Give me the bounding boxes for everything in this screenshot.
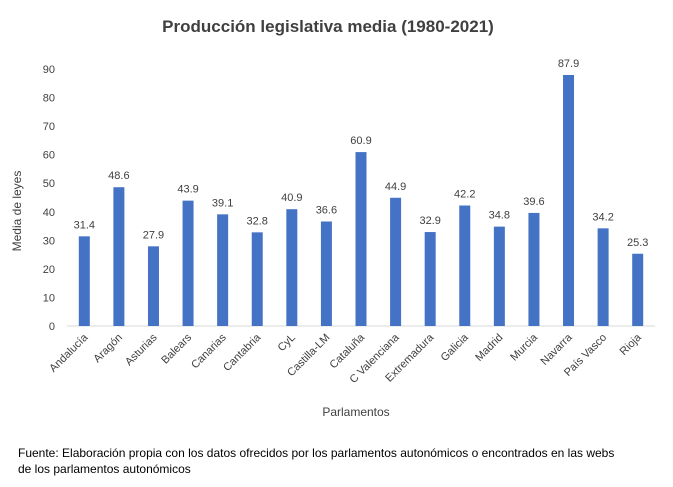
y-tick-label: 30 xyxy=(43,235,55,247)
data-label: 25.3 xyxy=(627,237,648,249)
bar xyxy=(493,226,505,326)
data-label: 40.9 xyxy=(281,192,302,204)
data-label: 60.9 xyxy=(350,135,371,147)
x-tick-label: Cantabria xyxy=(221,331,264,374)
bar xyxy=(320,221,332,326)
bar xyxy=(390,197,402,326)
data-label: 34.8 xyxy=(489,210,510,222)
data-label: 42.2 xyxy=(454,188,475,200)
x-tick-label: Aragón xyxy=(91,332,125,366)
data-label: 27.9 xyxy=(143,229,164,241)
bar xyxy=(78,236,90,326)
x-tick-label: Madrid xyxy=(473,332,505,364)
y-tick-label: 40 xyxy=(43,207,55,219)
bar xyxy=(251,232,263,326)
data-label: 39.1 xyxy=(212,197,233,209)
y-tick-label: 60 xyxy=(43,150,55,162)
x-axis-title: Parlamentos xyxy=(322,405,389,419)
bar xyxy=(113,187,125,326)
source-note: Fuente: Elaboración propia con los datos… xyxy=(18,446,615,476)
x-tick-label: CyL xyxy=(276,332,298,354)
x-tick-label: Galicia xyxy=(439,331,472,364)
bar xyxy=(563,74,575,326)
y-tick-label: 50 xyxy=(43,178,55,190)
data-label: 48.6 xyxy=(108,170,129,182)
data-label: 87.9 xyxy=(558,58,579,70)
bar xyxy=(528,212,540,326)
x-tick-label: Andalucía xyxy=(47,331,91,375)
data-label: 32.8 xyxy=(247,215,268,227)
bar xyxy=(147,246,159,326)
data-label: 34.2 xyxy=(592,211,613,223)
x-tick-label: Murcia xyxy=(508,331,540,363)
bar xyxy=(182,200,194,326)
bar xyxy=(286,209,298,326)
y-tick-label: 90 xyxy=(43,64,55,76)
data-label: 39.6 xyxy=(523,196,544,208)
bar xyxy=(217,214,229,326)
bar xyxy=(459,205,471,326)
bar-chart: Producción legislativa media (1980-2021)… xyxy=(10,17,655,419)
bar xyxy=(632,253,644,326)
data-label: 43.9 xyxy=(177,184,198,196)
bar xyxy=(355,152,367,326)
x-tick-label: Rioja xyxy=(618,331,645,358)
bars xyxy=(78,74,644,326)
x-tick-label: Asturias xyxy=(123,331,160,368)
y-tick-label: 20 xyxy=(43,264,55,276)
y-tick-label: 70 xyxy=(43,121,55,133)
y-axis: 0 10 20 30 40 50 60 70 80 90 xyxy=(43,64,55,333)
data-label: 32.9 xyxy=(419,215,440,227)
data-label: 31.4 xyxy=(74,219,95,231)
data-label: 36.6 xyxy=(316,204,337,216)
y-axis-title: Media de leyes xyxy=(10,171,24,252)
y-tick-label: 80 xyxy=(43,93,55,105)
chart-title: Producción legislativa media (1980-2021) xyxy=(162,17,494,36)
data-labels: 31.4 48.6 27.9 43.9 39.1 32.8 40.9 36.6 60.9 44.9… xyxy=(74,58,649,249)
y-tick-label: 10 xyxy=(43,292,55,304)
y-tick-label: 0 xyxy=(49,321,55,333)
bar xyxy=(597,228,609,326)
bar xyxy=(424,232,436,326)
data-label: 44.9 xyxy=(385,181,406,193)
x-tick-label: Balears xyxy=(159,331,194,366)
